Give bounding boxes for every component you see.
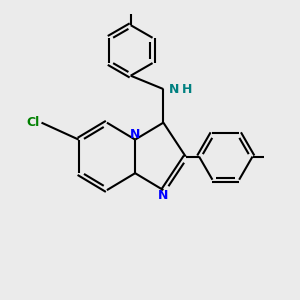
Text: N: N — [158, 189, 169, 202]
Text: N: N — [130, 128, 140, 141]
Text: Cl: Cl — [27, 116, 40, 129]
Text: H: H — [182, 82, 192, 96]
Text: N: N — [169, 82, 179, 96]
